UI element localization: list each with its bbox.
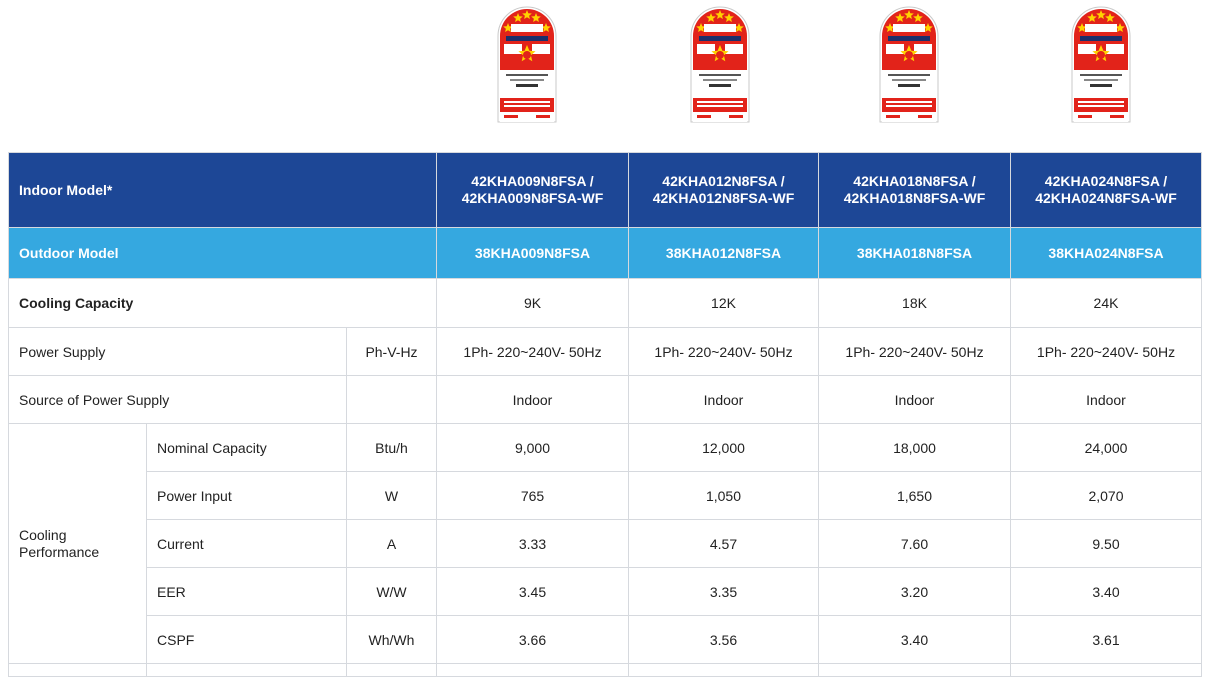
row-label: Current bbox=[146, 519, 347, 568]
source-power-row: Source of Power Supply Indoor Indoor Ind… bbox=[8, 375, 1202, 424]
table-cell: 12K bbox=[628, 278, 819, 328]
table-row: EER W/W 3.45 3.35 3.20 3.40 bbox=[9, 567, 1202, 616]
energy-label-9k bbox=[496, 6, 558, 124]
table-cell: 1Ph- 220~240V- 50Hz bbox=[628, 327, 819, 376]
energy-label-graphic bbox=[1071, 6, 1131, 123]
table-cell: 9K bbox=[436, 278, 629, 328]
power-supply-row: Power Supply Ph-V-Hz 1Ph- 220~240V- 50Hz… bbox=[8, 327, 1202, 376]
outdoor-model-row: Outdoor Model 38KHA009N8FSA 38KHA012N8FS… bbox=[8, 227, 1202, 279]
row-unit: W bbox=[346, 471, 437, 520]
table-cell: Indoor bbox=[1010, 375, 1202, 424]
star-icon bbox=[1077, 23, 1087, 32]
table-cell: 1Ph- 220~240V- 50Hz bbox=[436, 327, 629, 376]
row-label: EER bbox=[146, 567, 347, 616]
table-row bbox=[8, 663, 1202, 677]
table-cell: Indoor bbox=[818, 375, 1011, 424]
table-row: Current A 3.33 4.57 7.60 9.50 bbox=[9, 519, 1202, 568]
table-cell: 12,000 bbox=[628, 423, 819, 472]
table-cell: 1,050 bbox=[628, 471, 819, 520]
table-cell: 3.56 bbox=[628, 615, 819, 664]
energy-label-24k bbox=[1070, 6, 1132, 124]
indoor-model-24k: 42KHA024N8FSA /42KHA024N8FSA-WF bbox=[1010, 152, 1202, 228]
power-supply-unit: Ph-V-Hz bbox=[346, 327, 437, 376]
table-cell: Indoor bbox=[628, 375, 819, 424]
star-icon bbox=[895, 13, 905, 22]
outdoor-model-label: Outdoor Model bbox=[8, 227, 437, 279]
table-cell: 18,000 bbox=[818, 423, 1011, 472]
star-icon bbox=[734, 23, 744, 32]
row-label: CSPF bbox=[146, 615, 347, 664]
star-icon bbox=[531, 13, 541, 22]
outdoor-model-12k: 38KHA012N8FSA bbox=[628, 227, 819, 279]
outdoor-model-9k: 38KHA009N8FSA bbox=[436, 227, 629, 279]
star-icon bbox=[923, 23, 933, 32]
indoor-model-9k: 42KHA009N8FSA /42KHA009N8FSA-WF bbox=[436, 152, 629, 228]
star-icon bbox=[503, 23, 513, 32]
row-unit: Wh/Wh bbox=[346, 615, 437, 664]
indoor-model-row: Indoor Model* 42KHA009N8FSA /42KHA009N8F… bbox=[8, 152, 1202, 228]
star-icon bbox=[913, 13, 923, 22]
table-cell: 9.50 bbox=[1010, 519, 1202, 568]
table-cell: 3.66 bbox=[436, 615, 629, 664]
table-row: CSPF Wh/Wh 3.66 3.56 3.40 3.61 bbox=[9, 615, 1202, 664]
cooling-capacity-row: Cooling Capacity 9K 12K 18K 24K bbox=[8, 278, 1202, 328]
star-icon bbox=[1087, 13, 1097, 22]
star-icon bbox=[715, 10, 725, 19]
energy-label-graphic bbox=[497, 6, 557, 123]
table-cell: 3.40 bbox=[818, 615, 1011, 664]
table-cell: 3.45 bbox=[436, 567, 629, 616]
table-cell: 18K bbox=[818, 278, 1011, 328]
energy-label-graphic bbox=[690, 6, 750, 123]
indoor-model-label: Indoor Model* bbox=[8, 152, 437, 228]
energy-label-12k bbox=[689, 6, 751, 124]
row-unit: A bbox=[346, 519, 437, 568]
star-icon bbox=[513, 13, 523, 22]
energy-label-graphic bbox=[879, 6, 939, 123]
star-icon bbox=[706, 13, 716, 22]
cooling-capacity-label: Cooling Capacity bbox=[8, 278, 437, 328]
table-cell: 3.61 bbox=[1010, 615, 1202, 664]
cooling-performance-label: Cooling Performance bbox=[8, 423, 147, 664]
star-icon bbox=[904, 10, 914, 19]
outdoor-model-24k: 38KHA024N8FSA bbox=[1010, 227, 1202, 279]
star-icon bbox=[1105, 13, 1115, 22]
table-cell: 3.40 bbox=[1010, 567, 1202, 616]
star-icon bbox=[541, 23, 551, 32]
table-cell: 3.35 bbox=[628, 567, 819, 616]
star-icon bbox=[724, 13, 734, 22]
row-unit: Btu/h bbox=[346, 423, 437, 472]
row-label: Nominal Capacity bbox=[146, 423, 347, 472]
table-row: Cooling Performance Nominal Capacity Btu/… bbox=[8, 423, 1202, 664]
table-cell: 765 bbox=[436, 471, 629, 520]
star-icon bbox=[1096, 10, 1106, 19]
table-cell: 3.20 bbox=[818, 567, 1011, 616]
table-cell: 24K bbox=[1010, 278, 1202, 328]
indoor-model-18k: 42KHA018N8FSA /42KHA018N8FSA-WF bbox=[818, 152, 1011, 228]
source-power-unit bbox=[346, 375, 437, 424]
table-cell: 1,650 bbox=[818, 471, 1011, 520]
row-unit: W/W bbox=[346, 567, 437, 616]
table-cell: 3.33 bbox=[436, 519, 629, 568]
row-label: Power Input bbox=[146, 471, 347, 520]
table-row: Power Input W 765 1,050 1,650 2,070 bbox=[9, 471, 1202, 520]
table-cell: 24,000 bbox=[1010, 423, 1202, 472]
star-icon bbox=[522, 10, 532, 19]
power-supply-label: Power Supply bbox=[8, 327, 347, 376]
energy-label-18k bbox=[878, 6, 940, 124]
table-cell: 4.57 bbox=[628, 519, 819, 568]
source-power-label: Source of Power Supply bbox=[8, 375, 347, 424]
star-icon bbox=[696, 23, 706, 32]
star-icon bbox=[1115, 23, 1125, 32]
table-cell: 7.60 bbox=[818, 519, 1011, 568]
table-cell: 9,000 bbox=[436, 423, 629, 472]
indoor-model-12k: 42KHA012N8FSA /42KHA012N8FSA-WF bbox=[628, 152, 819, 228]
outdoor-model-18k: 38KHA018N8FSA bbox=[818, 227, 1011, 279]
spec-table: Indoor Model* 42KHA009N8FSA /42KHA009N8F… bbox=[8, 152, 1202, 677]
star-icon bbox=[885, 23, 895, 32]
table-cell: 2,070 bbox=[1010, 471, 1202, 520]
table-cell: 1Ph- 220~240V- 50Hz bbox=[818, 327, 1011, 376]
energy-labels-row bbox=[0, 0, 1211, 150]
table-cell: Indoor bbox=[436, 375, 629, 424]
table-cell: 1Ph- 220~240V- 50Hz bbox=[1010, 327, 1202, 376]
